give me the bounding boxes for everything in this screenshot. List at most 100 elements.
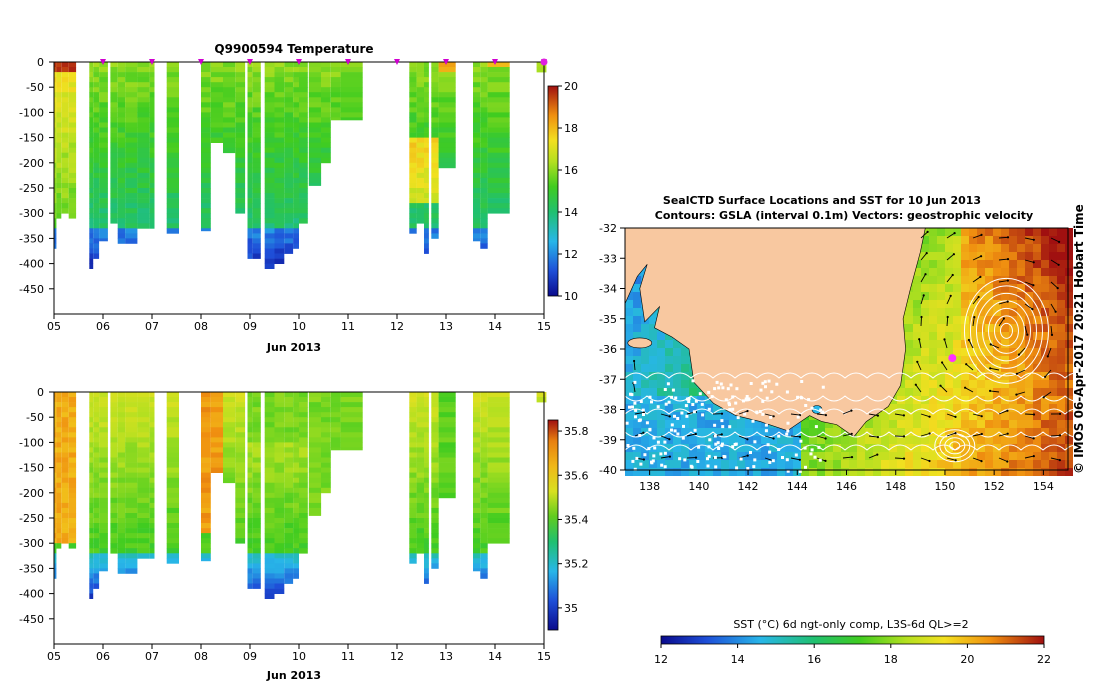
sst-cell <box>921 372 929 380</box>
profile-cell <box>99 157 108 164</box>
sst-cell <box>1065 236 1073 244</box>
missing-data-pixel <box>785 458 789 462</box>
profile-cell <box>93 583 100 589</box>
sst-cell <box>705 468 713 476</box>
profile-cell <box>54 117 57 123</box>
profile-cell <box>125 107 138 113</box>
profile-cell <box>416 67 424 73</box>
profile-cell <box>56 132 62 138</box>
profile-cell <box>201 172 211 179</box>
profile-cell <box>424 558 429 564</box>
profile-cell <box>149 87 155 93</box>
profile-cell <box>61 177 69 184</box>
profile-cell <box>117 203 126 209</box>
profile-cell <box>487 437 510 443</box>
profile-cell <box>480 97 488 103</box>
sst-cell <box>961 404 969 412</box>
landmass <box>624 227 926 438</box>
profile-cell <box>473 437 481 443</box>
profile-cell <box>473 203 481 209</box>
profile-cell <box>299 67 308 73</box>
profile-cell <box>166 467 179 473</box>
sst-cell <box>817 420 825 428</box>
profile-cell <box>299 452 308 458</box>
sst-cell <box>1057 292 1065 300</box>
profile-cell <box>235 477 246 484</box>
sst-cell <box>1009 404 1017 412</box>
profile-cell <box>110 447 118 453</box>
profile-cell <box>110 437 118 443</box>
profile-cell <box>487 427 510 433</box>
profile-cell <box>89 263 94 269</box>
profile-cell <box>293 102 299 108</box>
profile-cell <box>284 122 294 128</box>
profile-cell <box>416 147 424 154</box>
sst-cell <box>929 460 937 468</box>
missing-data-pixel <box>752 465 756 469</box>
profile-cell <box>201 137 211 143</box>
missing-data-pixel <box>731 445 735 449</box>
profile-cell <box>137 193 150 199</box>
profile-cell <box>166 548 179 554</box>
profile-cell <box>340 417 363 423</box>
sst-cell <box>905 332 913 340</box>
sst-cell <box>929 396 937 404</box>
profile-cell <box>480 122 488 128</box>
profile-cell <box>89 472 94 478</box>
profile-cell <box>409 482 417 489</box>
sst-cell <box>625 316 633 324</box>
profile-cell <box>473 152 481 159</box>
profile-cell <box>99 107 108 113</box>
missing-data-pixel <box>764 423 768 427</box>
profile-cell <box>137 492 150 499</box>
profile-cell <box>54 548 57 554</box>
sst-cell <box>625 444 633 452</box>
profile-cell <box>299 122 308 128</box>
profile-cell <box>424 462 429 468</box>
profile-cell <box>68 407 77 413</box>
profile-cell <box>480 208 488 214</box>
profile-cell <box>125 427 138 433</box>
profile-cell <box>110 97 118 103</box>
y-tick-label: -100 <box>19 106 44 119</box>
missing-data-pixel <box>786 429 790 433</box>
sst-cell <box>681 348 689 356</box>
sst-cell <box>945 332 953 340</box>
profile-cell <box>89 157 94 164</box>
profile-cell <box>252 487 261 494</box>
velocity-vector-head <box>1032 455 1035 458</box>
profile-cell <box>409 77 417 83</box>
velocity-vector-head <box>694 456 698 459</box>
sst-cell <box>1057 460 1065 468</box>
profile-cell <box>223 442 236 448</box>
missing-data-pixel <box>706 464 710 468</box>
profile-cell <box>89 548 94 554</box>
profile-cell <box>409 87 417 93</box>
profile-cell <box>274 548 285 554</box>
profile-cell <box>252 117 261 123</box>
profile-cell <box>480 102 488 108</box>
profile-cell <box>424 193 429 199</box>
profile-cell <box>166 447 179 453</box>
profile-cell <box>264 548 275 554</box>
profile-cell <box>293 417 299 423</box>
velocity-vector-head <box>964 386 967 389</box>
profile-cell <box>487 147 510 154</box>
profile-cell <box>117 462 126 468</box>
profile-cell <box>487 442 510 448</box>
profile-cell <box>293 407 299 413</box>
profile-cell <box>117 162 126 169</box>
profile-cell <box>299 397 308 403</box>
sst-cell <box>969 292 977 300</box>
profile-cell <box>110 513 118 519</box>
profile-cell <box>299 417 308 423</box>
profile-cell <box>480 528 488 534</box>
profile-cell <box>252 87 261 93</box>
profile-cell <box>223 117 236 123</box>
profile-cell <box>299 442 308 448</box>
sst-cell <box>1041 340 1049 348</box>
profile-cell <box>125 132 138 138</box>
profile-cell <box>473 568 481 572</box>
profile-cell <box>99 208 108 214</box>
profile-cell <box>308 82 322 88</box>
